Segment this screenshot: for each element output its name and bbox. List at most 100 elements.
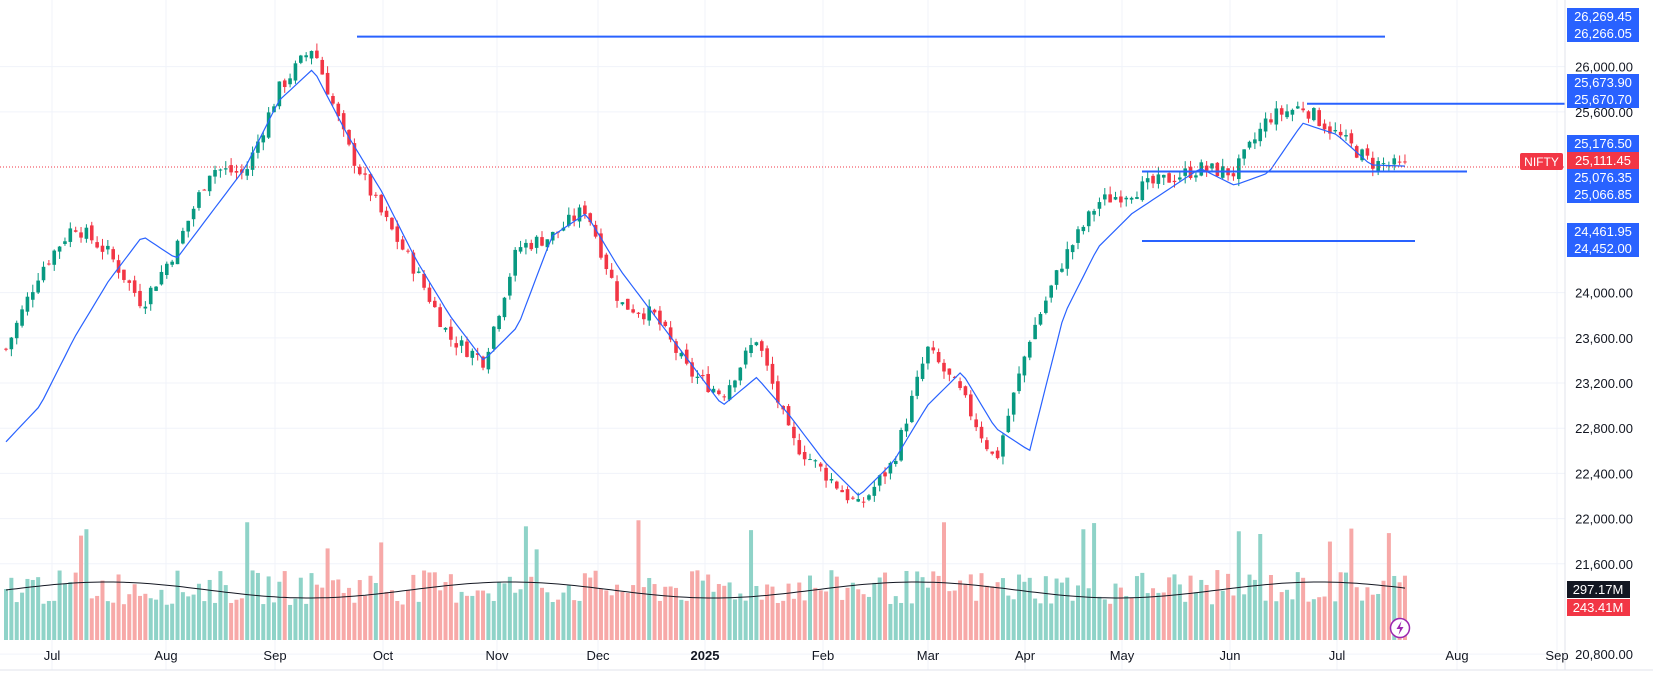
candle-body xyxy=(315,50,319,59)
candle-body xyxy=(1301,108,1305,111)
volume-bar xyxy=(1167,577,1172,640)
volume-bar xyxy=(1102,599,1107,640)
candle-body xyxy=(502,297,507,318)
candle-body xyxy=(363,173,367,175)
volume-bar xyxy=(95,595,100,640)
candle-body xyxy=(577,207,582,222)
volume-bar xyxy=(1011,599,1016,640)
volume-badge-label: 297.17M xyxy=(1573,582,1624,597)
volume-bar xyxy=(347,587,352,640)
candle-body xyxy=(79,232,83,238)
candle-body xyxy=(288,78,292,85)
candle-body xyxy=(722,396,727,398)
candle-body xyxy=(1006,415,1011,433)
price-tick-label: 25,600.00 xyxy=(1575,105,1633,120)
volume-bar xyxy=(9,577,14,640)
volume-bar xyxy=(942,522,946,640)
volume-bar xyxy=(1108,603,1113,640)
volume-bar xyxy=(250,570,255,640)
volume-bar xyxy=(1252,579,1257,640)
volume-bar xyxy=(732,599,737,640)
volume-bar xyxy=(1172,574,1177,640)
volume-bar xyxy=(41,603,46,640)
price-tick-label: 21,600.00 xyxy=(1575,557,1633,572)
volume-bar xyxy=(470,595,475,640)
volume-bar xyxy=(1268,575,1273,640)
volume-bar xyxy=(207,579,212,640)
volume-bar xyxy=(550,602,555,640)
candle-body xyxy=(143,306,148,309)
volume-bar xyxy=(598,588,603,640)
symbol-tag: NIFTY xyxy=(1520,153,1563,170)
time-tick-label: Sep xyxy=(1545,648,1568,663)
volume-bar xyxy=(459,591,464,640)
candle-body xyxy=(888,462,893,474)
volume-bar xyxy=(1124,595,1129,640)
candle-body xyxy=(647,306,651,321)
volume-bar xyxy=(400,604,405,640)
volume-bar xyxy=(775,602,780,640)
volume-bar xyxy=(105,601,110,640)
volume-bar xyxy=(36,577,41,640)
candle-body xyxy=(1349,133,1354,144)
candle-body xyxy=(631,309,635,313)
candle-body xyxy=(513,249,517,276)
candle-body xyxy=(1204,165,1209,171)
candle-body xyxy=(717,390,721,395)
candle-body xyxy=(856,499,861,502)
time-tick-label: Apr xyxy=(1015,648,1036,663)
volume-bar xyxy=(1220,590,1225,640)
volume-bar xyxy=(765,584,770,640)
volume-bar xyxy=(722,585,727,640)
volume-bar xyxy=(1049,603,1054,640)
volume-bar xyxy=(422,570,427,640)
volume-bar xyxy=(52,600,57,640)
volume-bar xyxy=(582,573,587,640)
volume-bar xyxy=(1402,575,1407,640)
volume-bar xyxy=(808,575,812,640)
volume-badge xyxy=(1567,599,1630,616)
volume-bar xyxy=(1290,599,1295,640)
candle-body xyxy=(9,337,14,350)
volume-bar xyxy=(609,595,614,640)
candle-body xyxy=(599,233,603,258)
candle-body xyxy=(604,254,609,270)
candle-body xyxy=(486,351,491,370)
volume-bar xyxy=(427,572,432,640)
volume-bar xyxy=(336,579,341,640)
lightning-icon[interactable] xyxy=(1389,617,1411,639)
volume-bar xyxy=(1365,587,1370,640)
volume-bar xyxy=(588,577,593,640)
candle-body xyxy=(165,263,169,275)
volume-bar xyxy=(464,595,469,640)
volume-bar xyxy=(684,600,689,640)
volume-bar xyxy=(89,598,94,640)
volume-bar xyxy=(196,583,201,640)
price-badge xyxy=(1567,25,1639,42)
candle-body xyxy=(1194,175,1198,178)
candle-body xyxy=(572,215,576,221)
volume-bar xyxy=(1279,592,1284,640)
price-badge-label: 25,176.50 xyxy=(1574,136,1632,151)
volume-bar xyxy=(255,572,260,640)
price-scale-background[interactable] xyxy=(1565,0,1653,689)
volume-bar xyxy=(68,582,73,640)
candle-body xyxy=(336,103,341,117)
volume-bar xyxy=(1022,581,1027,640)
candle-body xyxy=(325,72,330,95)
candle-body xyxy=(475,353,480,355)
horizontal-levels[interactable] xyxy=(357,35,1565,242)
volume-bar xyxy=(872,582,877,640)
volume-bar xyxy=(556,599,561,640)
volume-bar xyxy=(743,600,748,640)
candle-body xyxy=(1263,118,1268,132)
volume-bar xyxy=(1000,578,1005,640)
time-tick-label: Oct xyxy=(373,648,394,663)
candle-body xyxy=(352,143,357,166)
volume-bar xyxy=(1370,594,1375,640)
volume-bar xyxy=(1134,576,1139,640)
volume-bar xyxy=(984,585,989,640)
candle-body xyxy=(974,419,978,428)
candle-body xyxy=(910,395,914,423)
